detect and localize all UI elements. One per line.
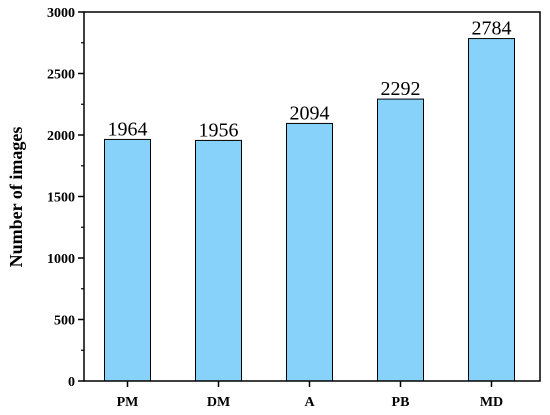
bar — [286, 122, 333, 382]
bar — [468, 38, 515, 382]
y-tick-label: 500 — [54, 314, 75, 329]
data-label: 2784 — [472, 18, 512, 40]
y-axis: 0 500 1000 1500 2000 2500 3000 — [47, 6, 84, 390]
x-tick-label: DM — [207, 395, 230, 410]
data-label: 1956 — [199, 119, 239, 141]
plot-frame — [83, 11, 541, 382]
bars: 1964 1956 2094 2292 2784 — [104, 18, 515, 382]
y-tick-label: 1500 — [47, 191, 75, 206]
x-tick-label: PB — [392, 395, 410, 410]
bar — [104, 138, 151, 382]
x-axis: PM DM A PB MD — [117, 381, 503, 410]
y-tick-label: 0 — [68, 375, 75, 390]
data-label: 1964 — [108, 118, 148, 140]
x-tick-label: PM — [117, 395, 139, 410]
bar — [195, 139, 242, 382]
y-tick-label: 2500 — [47, 68, 75, 83]
y-axis-title: Number of images — [6, 127, 26, 268]
bar — [377, 98, 424, 382]
x-tick-label: MD — [480, 395, 503, 410]
data-label: 2292 — [381, 78, 421, 100]
data-label: 2094 — [290, 102, 330, 124]
y-tick-label: 1000 — [47, 252, 75, 267]
y-tick-label: 3000 — [47, 6, 75, 21]
x-tick-label: A — [304, 395, 315, 410]
plot-border — [83, 11, 541, 382]
y-tick-label: 2000 — [47, 129, 75, 144]
